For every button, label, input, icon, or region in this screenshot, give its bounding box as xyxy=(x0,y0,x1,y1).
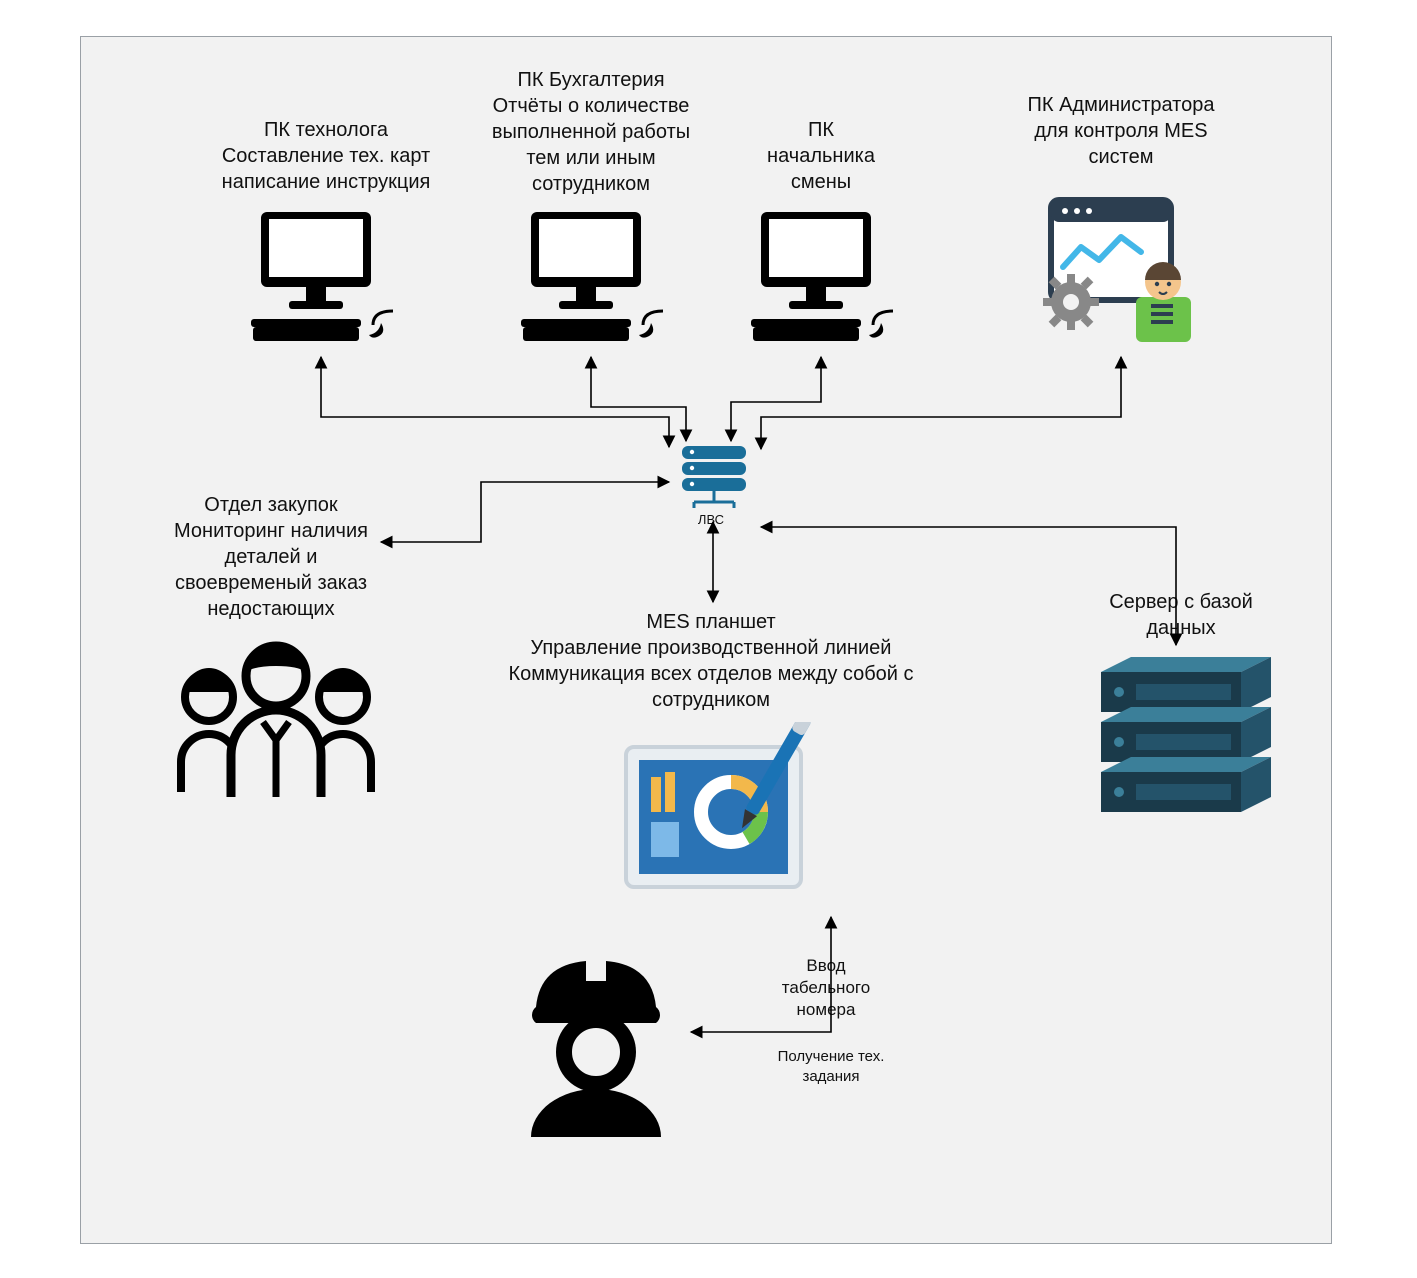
desktop-pc-icon xyxy=(511,207,671,347)
people-group-icon xyxy=(161,632,391,802)
accounting-pc-label: ПК Бухгалтерия Отчёты о количестве выпол… xyxy=(441,67,741,197)
desktop-pc-icon xyxy=(241,207,401,347)
desktop-pc-icon xyxy=(741,207,901,347)
worker-icon xyxy=(511,957,681,1137)
server-label: Сервер с базой данных xyxy=(1071,589,1291,641)
lan-switch-icon xyxy=(674,442,754,517)
edge-label-input-number: Ввод табельного номера xyxy=(741,955,911,1021)
admin-dashboard-icon xyxy=(1041,192,1211,352)
diagram-frame: ПК технолога Составление тех. карт напис… xyxy=(80,36,1332,1244)
mes-tablet-icon xyxy=(611,722,831,912)
tech-pc-label: ПК технолога Составление тех. карт напис… xyxy=(176,117,476,195)
server-rack-icon xyxy=(1091,652,1281,832)
purchasing-label: Отдел закупок Мониторинг наличия деталей… xyxy=(121,492,421,622)
tablet-label: MES планшет Управление производственной … xyxy=(461,609,961,713)
edge-label-get-task: Получение тех. задания xyxy=(731,1047,931,1086)
shift-pc-label: ПК начальника смены xyxy=(721,117,921,195)
diagram-canvas: ПК технолога Составление тех. карт напис… xyxy=(0,0,1417,1278)
admin-pc-label: ПК Администратора для контроля MES систе… xyxy=(981,92,1261,170)
